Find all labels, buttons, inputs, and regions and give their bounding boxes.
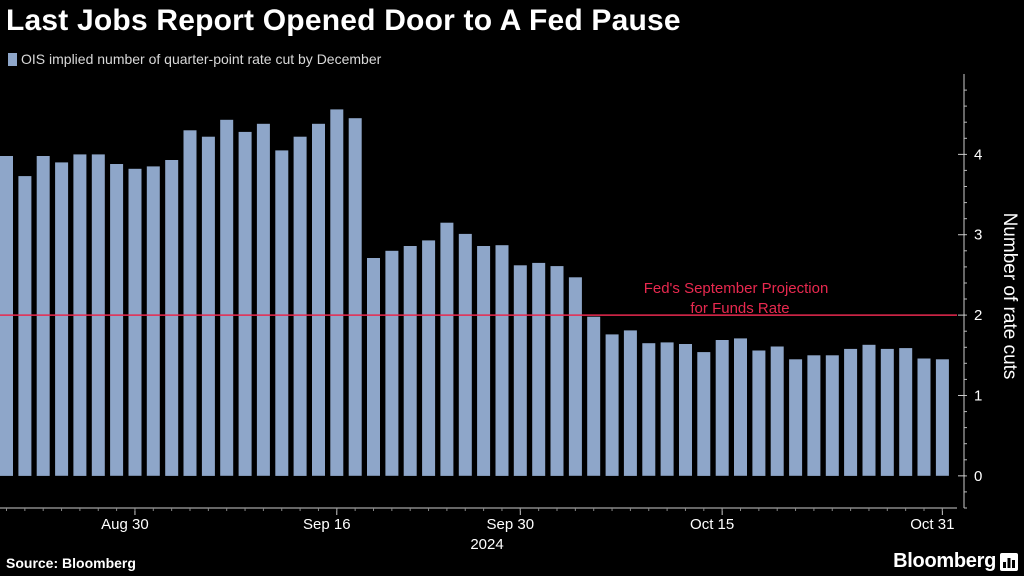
source-note: Source: Bloomberg [6,555,136,571]
bar [312,123,325,476]
bar [36,156,50,476]
bar [293,136,307,476]
bar [862,344,876,476]
bloomberg-terminal-icon [1000,553,1018,571]
bar [403,246,417,476]
bar [532,262,546,476]
y-tick-label: 1 [974,387,982,404]
bar [330,109,344,476]
x-axis-year-label: 2024 [470,536,503,553]
x-tick-label: Sep 30 [487,516,535,533]
bar [110,164,124,476]
bar [715,340,729,476]
y-tick-label: 2 [974,307,982,324]
bar-series [0,109,949,476]
bar [697,352,711,476]
bar [422,240,436,476]
bar [752,350,766,476]
y-tick-label: 4 [974,146,982,163]
reference-line-label: Fed's September Projection [644,280,829,297]
x-tick-label: Oct 15 [690,516,734,533]
bar [605,334,619,476]
y-axis-label: Number of rate cuts [999,213,1020,380]
y-tick-label: 0 [974,468,982,485]
x-tick-label: Oct 31 [910,516,954,533]
bar [201,136,215,476]
bar [807,355,821,476]
bar [440,222,454,476]
bar [256,123,270,476]
bar [770,346,784,476]
legend-label: OIS implied number of quarter-point rate… [21,51,382,67]
bar [385,250,399,476]
bar [623,330,637,476]
bar [825,355,839,476]
x-tick-label: Aug 30 [101,516,149,533]
bar [734,338,747,476]
bar [458,233,472,476]
x-tick-label: Sep 16 [303,516,351,533]
y-tick-label: 3 [974,227,982,244]
bar [18,176,32,476]
bar [165,160,179,476]
bar [935,359,949,476]
chart-title: Last Jobs Report Opened Door to A Fed Pa… [6,4,681,37]
bar [899,348,913,476]
y-axis: 0 1 2 3 4 [958,74,982,509]
x-axis: Aug 30 Sep 16 Sep 30 Oct 15 Oct 31 [0,507,957,533]
bar [367,258,380,476]
bar [642,343,656,476]
bar [495,245,509,476]
bar [789,359,803,476]
bar [917,358,931,476]
bar [183,130,197,476]
bar [220,119,234,476]
brand-logo: Bloomberg [893,550,996,572]
bar [348,118,362,476]
bar [587,316,601,476]
bar [477,246,491,476]
legend: OIS implied number of quarter-point rate… [8,51,381,67]
bar [55,162,69,476]
bar [550,266,564,476]
bar [679,344,692,476]
bar [660,342,674,476]
bar [880,348,894,476]
legend-swatch [8,52,17,66]
bar [513,265,527,476]
bar [844,348,858,476]
bar [275,150,289,476]
bar [128,168,142,476]
bar [146,166,160,476]
bar [0,156,13,476]
reference-line-label-2: for Funds Rate [690,300,789,317]
bar [568,277,582,476]
bar [238,131,252,476]
